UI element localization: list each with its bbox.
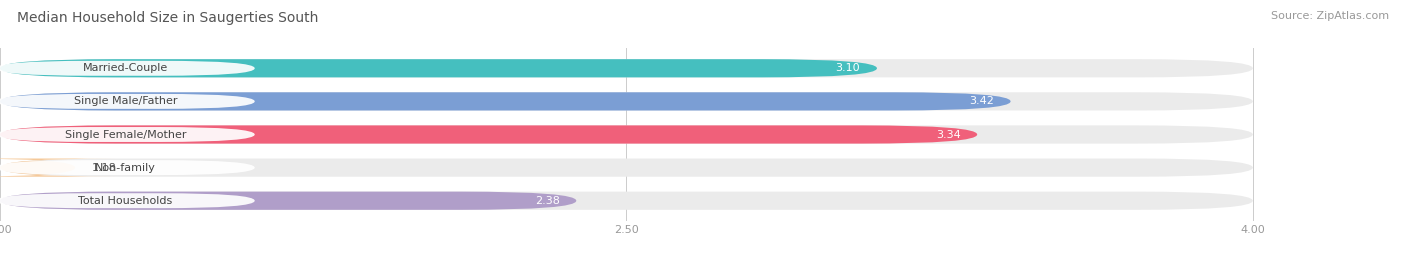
FancyBboxPatch shape — [0, 92, 1253, 111]
FancyBboxPatch shape — [0, 192, 576, 210]
FancyBboxPatch shape — [0, 127, 254, 142]
FancyBboxPatch shape — [0, 158, 115, 177]
FancyBboxPatch shape — [0, 125, 977, 144]
Text: Married-Couple: Married-Couple — [83, 63, 167, 73]
FancyBboxPatch shape — [0, 59, 877, 77]
FancyBboxPatch shape — [0, 92, 1011, 111]
Text: 3.10: 3.10 — [835, 63, 860, 73]
Text: Total Households: Total Households — [79, 196, 173, 206]
FancyBboxPatch shape — [0, 94, 254, 109]
FancyBboxPatch shape — [0, 61, 254, 76]
Text: 1.18: 1.18 — [91, 162, 117, 173]
FancyBboxPatch shape — [0, 125, 1253, 144]
Text: Source: ZipAtlas.com: Source: ZipAtlas.com — [1271, 11, 1389, 21]
Text: Median Household Size in Saugerties South: Median Household Size in Saugerties Sout… — [17, 11, 318, 25]
Text: 2.38: 2.38 — [534, 196, 560, 206]
FancyBboxPatch shape — [0, 160, 254, 175]
Text: Single Male/Father: Single Male/Father — [73, 96, 177, 107]
Text: Non-family: Non-family — [94, 162, 156, 173]
Text: 3.42: 3.42 — [969, 96, 994, 107]
FancyBboxPatch shape — [0, 193, 254, 208]
FancyBboxPatch shape — [0, 158, 1253, 177]
FancyBboxPatch shape — [0, 59, 1253, 77]
FancyBboxPatch shape — [0, 192, 1253, 210]
Text: 3.34: 3.34 — [936, 129, 960, 140]
Text: Single Female/Mother: Single Female/Mother — [65, 129, 186, 140]
